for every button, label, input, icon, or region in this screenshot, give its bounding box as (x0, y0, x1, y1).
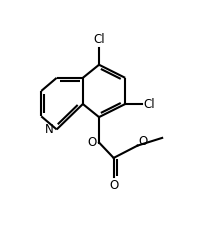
Text: O: O (109, 179, 118, 192)
Text: O: O (138, 135, 147, 148)
Text: O: O (88, 136, 97, 149)
Text: Cl: Cl (93, 33, 105, 46)
Text: Cl: Cl (144, 98, 155, 110)
Text: N: N (45, 123, 54, 136)
